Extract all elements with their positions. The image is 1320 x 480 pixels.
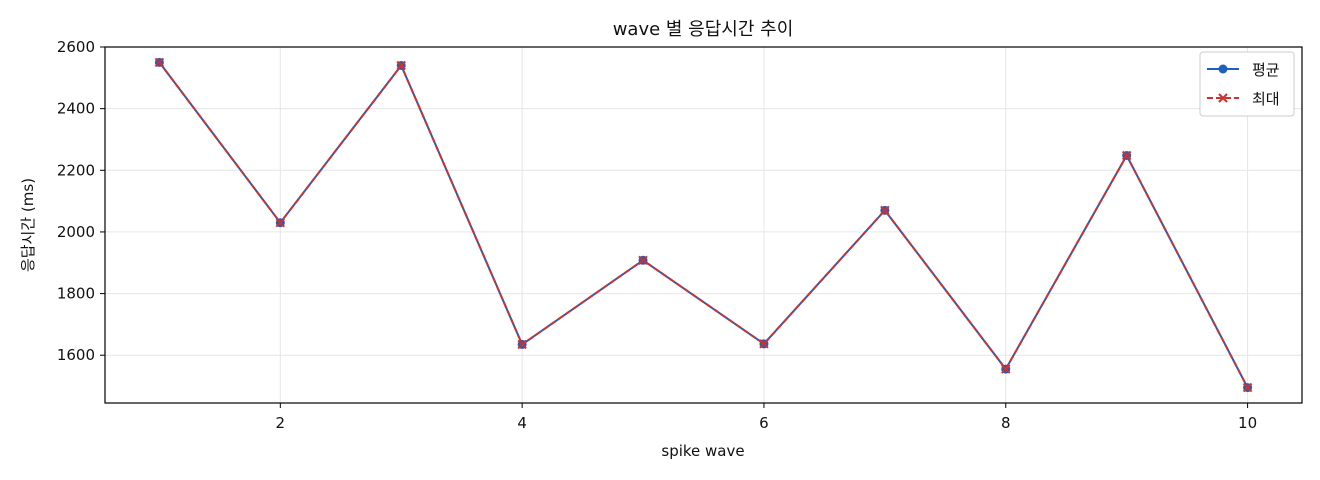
y-axis: 1600 1800 2000 2200 2400 2600 [57,38,105,364]
data-point-max-stroke [1242,382,1253,393]
data-point-max-stroke [880,205,890,216]
y-tick-label: 2000 [57,223,95,241]
plot-frame [104,46,1303,404]
y-tick-label: 1600 [57,346,95,364]
legend-label-max: 최대 [1252,90,1280,108]
data-point-max [1242,382,1253,393]
x-tick-label: 2 [276,414,286,432]
data-point-max [517,339,527,350]
data-point-max-stroke [1121,150,1132,161]
x-axis: 2 4 6 8 10 [276,403,1257,432]
data-point-max [759,339,769,349]
data-point-max [275,217,286,228]
data-point-max-stroke [759,339,769,349]
y-tick-label: 2600 [57,38,95,56]
x-tick-label: 10 [1238,414,1257,432]
x-tick-label: 8 [1001,414,1011,432]
series-line-mean [158,61,1249,389]
legend-marker-mean [1218,64,1228,74]
data-point-max-stroke [517,339,527,350]
chart-title: wave 별 응답시간 추이 [613,19,794,40]
data-point-max [880,205,890,216]
data-point-max-stroke [638,255,648,265]
data-point-max [396,60,406,71]
grid [105,46,1302,403]
data-point-max [154,57,165,68]
data-point-max-stroke [275,217,286,228]
legend-label-mean: 평균 [1252,61,1280,79]
legend-box [1199,51,1295,117]
series-group [154,57,1253,393]
x-axis-label: spike wave [661,442,744,460]
y-tick-label: 2200 [57,161,95,179]
data-point-max-stroke [154,57,165,68]
series-line-max [158,61,1249,389]
legend-marker-max [1218,93,1228,103]
y-tick-label: 2400 [57,100,95,118]
data-point-max [1121,150,1132,161]
legend-marker-max-stroke [1218,93,1228,103]
data-point-max-stroke [1001,364,1011,374]
x-tick-label: 4 [517,414,527,432]
y-axis-label: 응답시간 (ms) [19,178,37,272]
x-tick-label: 6 [759,414,769,432]
data-point-max [1001,364,1011,374]
y-tick-label: 1800 [57,285,95,303]
data-point-max [638,255,648,265]
data-point-max-stroke [396,60,406,71]
legend: 평균 최대 [1199,51,1295,117]
